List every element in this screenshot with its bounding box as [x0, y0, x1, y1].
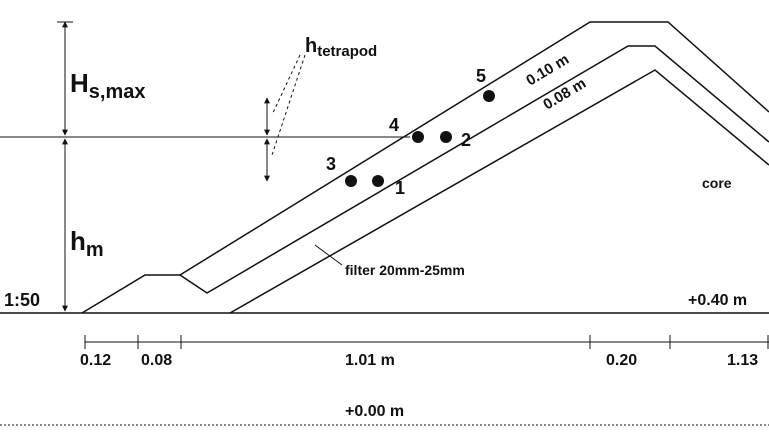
filter-label: filter 20mm-25mm — [345, 262, 465, 278]
label-part: tetrapod — [317, 43, 377, 60]
leader — [314, 244, 343, 266]
gauge-dot — [412, 131, 424, 143]
hs-label: Hs,max — [70, 68, 146, 103]
tetrapod-label: htetrapod — [305, 35, 377, 60]
width-ticks — [84, 335, 769, 349]
leader — [271, 54, 301, 116]
gauges — [345, 90, 495, 187]
inner-thickness: 0.08 m — [540, 75, 589, 114]
bottom-level: +0.00 m — [345, 403, 404, 420]
gauge-label: 1 — [395, 178, 405, 198]
core-label: core — [702, 175, 732, 191]
gauge-label: 4 — [389, 115, 399, 135]
width-label: 1.13 — [727, 352, 758, 369]
width-label: 0.12 — [80, 352, 111, 369]
width-label: 0.08 — [141, 352, 172, 369]
core-boundary — [229, 69, 769, 314]
width-label: 0.20 — [606, 352, 637, 369]
label-part: h — [305, 35, 317, 57]
label-part: s,max — [89, 81, 146, 103]
width-label: 1.01 m — [345, 352, 395, 369]
gauge-dot — [483, 90, 495, 102]
slope-label: 1:50 — [4, 290, 40, 310]
gauge-dot — [345, 175, 357, 187]
gauge-label: 2 — [461, 130, 471, 150]
gauge-label: 5 — [476, 66, 486, 86]
hm-label: hm — [70, 226, 104, 261]
label-part: H — [70, 68, 89, 98]
gauge-dot — [440, 131, 452, 143]
top-level: +0.40 m — [688, 292, 747, 309]
armor-outer — [81, 21, 769, 314]
label-part: h — [70, 226, 86, 256]
gauge-dot — [372, 175, 384, 187]
gauge-label: 3 — [326, 154, 336, 174]
label-part: m — [86, 239, 104, 261]
structure — [0, 21, 769, 426]
armor-inner — [179, 45, 769, 294]
